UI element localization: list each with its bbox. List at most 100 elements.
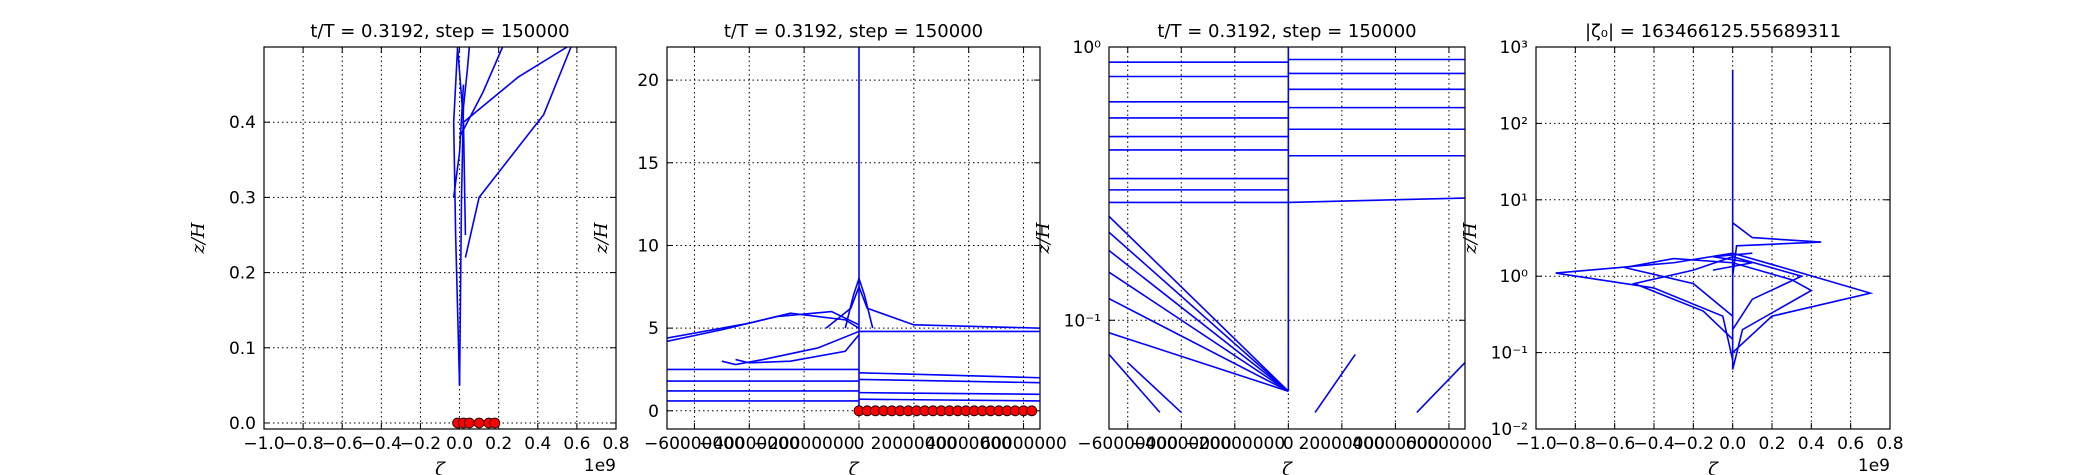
x-tick-label: −60000000 bbox=[1077, 434, 1178, 454]
data-line bbox=[1109, 297, 1289, 392]
plot-area bbox=[452, 47, 572, 386]
panel-title: t/T = 0.3192, step = 150000 bbox=[1157, 21, 1416, 42]
y-tick-label: 15 bbox=[637, 154, 659, 174]
data-line bbox=[464, 47, 572, 258]
x-tick-label: 0.0 bbox=[446, 434, 473, 454]
y-tick-label: 0.0 bbox=[229, 414, 256, 434]
y-tick-label: 10⁰ bbox=[1073, 38, 1102, 58]
panel-title: |ζ₀| = 163466125.55689311 bbox=[1585, 21, 1841, 42]
panel: −1.0−0.8−0.6−0.4−0.2 0.0 0.2 0.4 0.6 0.80.00.… bbox=[188, 21, 630, 475]
y-tick-label: 0 bbox=[648, 402, 659, 422]
axes-frame bbox=[666, 46, 1041, 430]
x-tick-label: −1.0 bbox=[243, 434, 284, 454]
data-line bbox=[1109, 231, 1289, 392]
data-point bbox=[489, 417, 501, 429]
x-axis-label: ζ bbox=[849, 459, 860, 475]
data-line bbox=[1712, 252, 1753, 271]
data-line bbox=[1109, 215, 1289, 392]
x-tick-label: −0.4 bbox=[361, 434, 402, 454]
x-tick-label: 20000000 bbox=[871, 434, 958, 454]
y-tick-label: 0.2 bbox=[229, 264, 256, 284]
data-line bbox=[452, 84, 465, 198]
y-tick-label: 20 bbox=[637, 71, 659, 91]
x-tick-label: −0.6 bbox=[322, 434, 363, 454]
data-line bbox=[1555, 252, 1874, 361]
x-tick-label: 0.2 bbox=[1758, 434, 1785, 454]
data-line bbox=[1416, 362, 1465, 413]
x-offset-label: 1e9 bbox=[1858, 456, 1890, 475]
data-line bbox=[667, 312, 860, 339]
x-tick-label: 0.0 bbox=[1719, 434, 1746, 454]
x-tick-label: −0.8 bbox=[1555, 434, 1596, 454]
x-tick-label: 20000000 bbox=[1299, 434, 1386, 454]
data-line bbox=[1127, 362, 1182, 413]
x-tick-label: −0.6 bbox=[1594, 434, 1635, 454]
axes-frame bbox=[1108, 46, 1466, 430]
x-tick-label: 0.6 bbox=[1837, 434, 1864, 454]
data-line bbox=[452, 47, 467, 386]
y-axis-label: z/H bbox=[188, 222, 209, 255]
x-tick-label: 60000000 bbox=[980, 434, 1067, 454]
x-tick-label: 0.4 bbox=[1798, 434, 1825, 454]
y-axis-label: z/H bbox=[591, 222, 612, 255]
x-tick-label: 0 bbox=[1283, 434, 1294, 454]
data-line bbox=[458, 47, 471, 386]
x-offset-label: 1e9 bbox=[584, 456, 616, 475]
y-tick-label: 10⁻¹ bbox=[1491, 344, 1528, 364]
y-tick-label: 10² bbox=[1500, 114, 1528, 134]
x-tick-label: −0.2 bbox=[400, 434, 441, 454]
x-tick-label: 60000000 bbox=[1406, 434, 1493, 454]
y-axis-label: z/H bbox=[1460, 222, 1481, 255]
y-tick-label: 0.4 bbox=[229, 113, 256, 133]
data-point bbox=[473, 417, 485, 429]
y-tick-label: 0.1 bbox=[229, 339, 256, 359]
x-tick-label: 0 bbox=[854, 434, 865, 454]
data-line bbox=[1731, 222, 1822, 277]
y-axis-label: z/H bbox=[1033, 222, 1054, 255]
data-line bbox=[858, 398, 1040, 402]
x-tick-label: 0.8 bbox=[1876, 434, 1903, 454]
data-line bbox=[721, 330, 860, 366]
data-line bbox=[667, 310, 860, 343]
x-tick-label: −0.2 bbox=[1673, 434, 1714, 454]
x-tick-label: −1.0 bbox=[1515, 434, 1556, 454]
y-tick-label: 10⁻² bbox=[1491, 420, 1528, 440]
x-tick-label: −40000000 bbox=[699, 434, 800, 454]
x-tick-label: −20000000 bbox=[754, 434, 855, 454]
data-line bbox=[458, 47, 504, 138]
x-axis-label: ζ bbox=[1708, 459, 1719, 475]
data-line bbox=[858, 391, 1040, 396]
x-tick-label: 0.2 bbox=[485, 434, 512, 454]
x-axis-label: ζ bbox=[435, 459, 446, 475]
x-tick-label: −20000000 bbox=[1184, 434, 1285, 454]
x-tick-label: 0.4 bbox=[524, 434, 551, 454]
y-tick-label: 10¹ bbox=[1500, 191, 1528, 211]
axes-frame bbox=[263, 46, 617, 430]
x-tick-label: 40000000 bbox=[1352, 434, 1439, 454]
plot-area bbox=[667, 47, 1040, 411]
data-line bbox=[1109, 271, 1289, 392]
x-tick-label: 0.6 bbox=[563, 434, 590, 454]
data-line bbox=[1631, 255, 1804, 340]
y-tick-label: 5 bbox=[648, 319, 659, 339]
y-tick-label: 10⁰ bbox=[1500, 267, 1529, 287]
data-point bbox=[463, 417, 475, 429]
panel-title: t/T = 0.3192, step = 150000 bbox=[310, 21, 569, 42]
x-axis-label: ζ bbox=[1282, 459, 1293, 475]
x-tick-label: −0.8 bbox=[282, 434, 323, 454]
data-line bbox=[825, 284, 1040, 329]
data-line bbox=[1624, 257, 1813, 370]
panel: −1.0−0.8−0.6−0.4−0.2 0.0 0.2 0.4 0.6 0.8 10⁻² 1… bbox=[1460, 21, 1904, 475]
x-tick-label: 0.8 bbox=[602, 434, 629, 454]
y-tick-label: 0.3 bbox=[229, 188, 256, 208]
x-tick-label: 40000000 bbox=[925, 434, 1012, 454]
data-line bbox=[1109, 249, 1289, 392]
x-tick-label: −40000000 bbox=[1131, 434, 1232, 454]
data-line bbox=[1109, 353, 1161, 413]
x-tick-label: −60000000 bbox=[644, 434, 745, 454]
plot-area bbox=[1555, 70, 1874, 370]
data-line bbox=[1314, 353, 1356, 413]
